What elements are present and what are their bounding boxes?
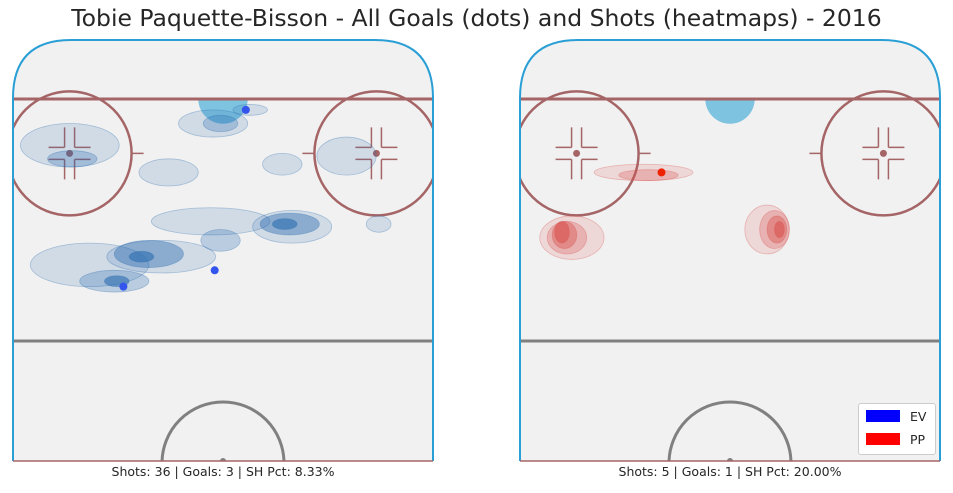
chart-title: Tobie Paquette-Bisson - All Goals (dots)…	[71, 4, 882, 32]
faceoff-circle-right	[302, 90, 433, 217]
shot-density-region	[618, 169, 679, 181]
faceoff-dot	[879, 149, 887, 157]
shot-density-region	[20, 123, 120, 168]
center-circle	[160, 400, 286, 461]
shot-density-region	[554, 220, 570, 244]
legend-label-pp: PP	[910, 431, 926, 447]
shot-heatmap-pp	[539, 163, 790, 260]
boards	[519, 39, 941, 461]
shot-density-region	[774, 220, 785, 239]
legend-swatch-ev	[866, 410, 900, 422]
faceoff-dot	[66, 149, 74, 157]
rink-panel-ev	[12, 39, 434, 462]
legend: EV PP	[858, 403, 936, 455]
shot-heatmap-ev	[20, 104, 392, 293]
legend-label-ev: EV	[910, 408, 927, 424]
shot-summary-pp: Shots: 5 | Goals: 1 | SH Pct: 20.00%	[618, 464, 842, 479]
shot-density-region	[138, 158, 199, 187]
shot-density-region	[744, 204, 790, 255]
shot-density-region	[200, 229, 241, 252]
goal-crease	[198, 99, 248, 124]
ice-surface	[13, 40, 433, 461]
shot-density-region	[128, 250, 155, 263]
center-circle	[667, 400, 793, 461]
shot-density-region	[150, 207, 271, 236]
goal-dot	[119, 282, 128, 291]
shot-density-region	[47, 150, 98, 168]
goal-dot	[210, 266, 219, 275]
shot-density-region	[316, 136, 377, 176]
rink-panel-pp	[519, 39, 941, 462]
shot-density-region	[232, 104, 268, 116]
shot-density-region	[593, 163, 694, 181]
legend-item-pp: PP	[866, 431, 926, 447]
faceoff-dot	[372, 149, 380, 157]
faceoff-circle-left	[520, 90, 651, 217]
shot-density-region	[106, 239, 216, 274]
faceoff-circle-left	[13, 90, 144, 217]
shot-density-region	[29, 242, 150, 288]
legend-swatch-pp	[866, 433, 900, 445]
shot-summary-ev: Shots: 36 | Goals: 3 | SH Pct: 8.33%	[111, 464, 335, 479]
center-dot	[727, 458, 733, 461]
shot-density-region	[262, 152, 303, 176]
legend-item-ev: EV	[866, 408, 927, 424]
faceoff-dot	[573, 149, 581, 157]
shot-density-region	[202, 114, 239, 133]
shot-density-region	[365, 215, 392, 233]
faceoff-circle-right	[809, 90, 940, 217]
goal-dot	[241, 105, 250, 114]
goal-dot	[657, 168, 666, 177]
center-dot	[220, 458, 226, 461]
shot-density-region	[272, 218, 298, 230]
goal-crease	[705, 99, 755, 124]
shot-density-region	[178, 109, 249, 138]
ice-surface	[520, 40, 940, 461]
boards	[12, 39, 434, 461]
